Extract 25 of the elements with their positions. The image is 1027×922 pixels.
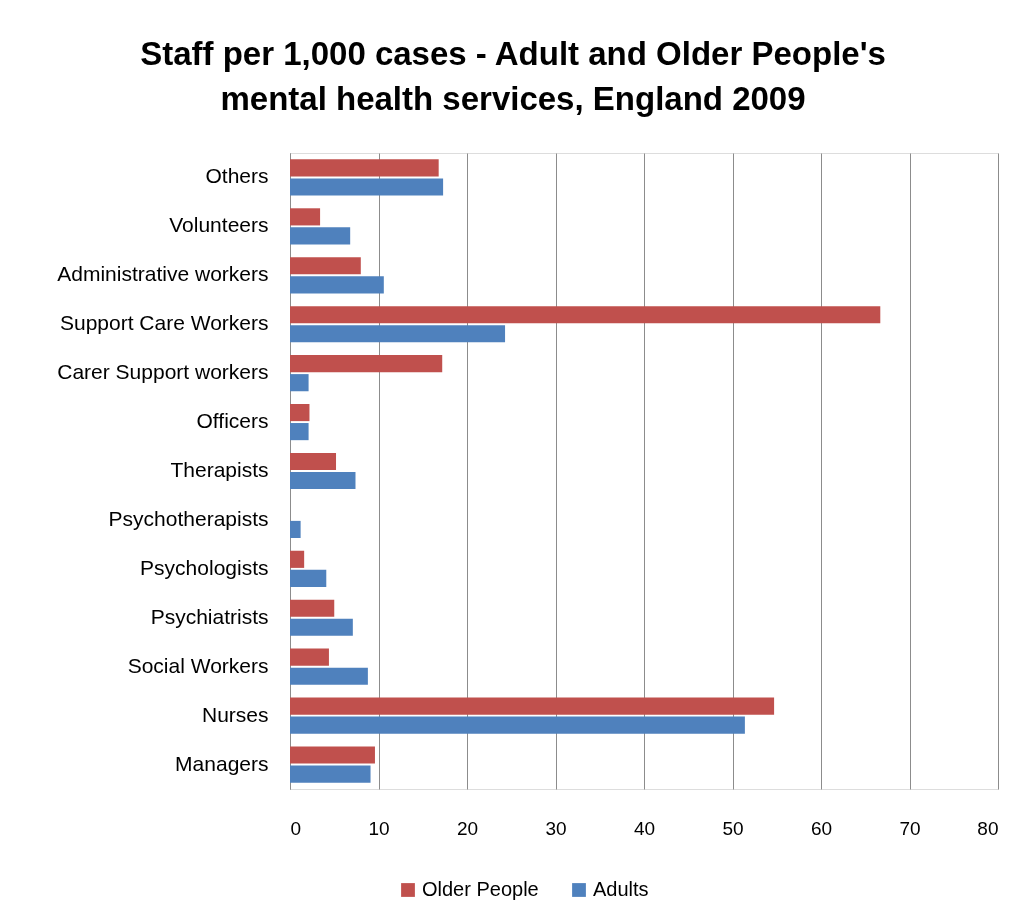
x-tick-label: 80 — [977, 817, 999, 839]
y-tick-label: Support Care Workers — [59, 311, 269, 335]
x-tick-label: 20 — [456, 817, 479, 839]
y-tick-label: Psychiatrists — [150, 604, 269, 628]
y-tick-label: Managers — [175, 751, 269, 775]
y-tick-label: Therapists — [170, 458, 269, 481]
y-tick-label: Others — [205, 164, 269, 188]
x-tick-label: 10 — [368, 817, 390, 839]
x-tick-label: 50 — [722, 817, 744, 839]
legend-label: Older People — [422, 878, 539, 900]
y-tick-label: Administrative workers — [57, 262, 269, 286]
y-tick-label: Volunteers — [169, 213, 269, 237]
y-tick-label: Social Workers — [127, 653, 269, 677]
y-tick-label: Carer Support workers — [57, 360, 269, 384]
y-tick-label: Nurses — [201, 702, 269, 726]
y-tick-label: Officers — [196, 409, 269, 433]
chart-title: Staff per 1,000 cases - Adult and Older People's mental health services, England 2009 — [140, 35, 886, 117]
x-tick-label: 0 — [290, 817, 302, 839]
y-tick-label: Psychologists — [140, 555, 269, 579]
legend-label: Adults — [593, 878, 649, 900]
x-tick-label: 60 — [810, 817, 833, 839]
y-tick-label: Psychotherapists — [108, 506, 269, 530]
x-tick-label: 30 — [545, 817, 567, 839]
x-tick-label: 40 — [633, 817, 656, 839]
x-tick-label: 70 — [899, 817, 921, 839]
